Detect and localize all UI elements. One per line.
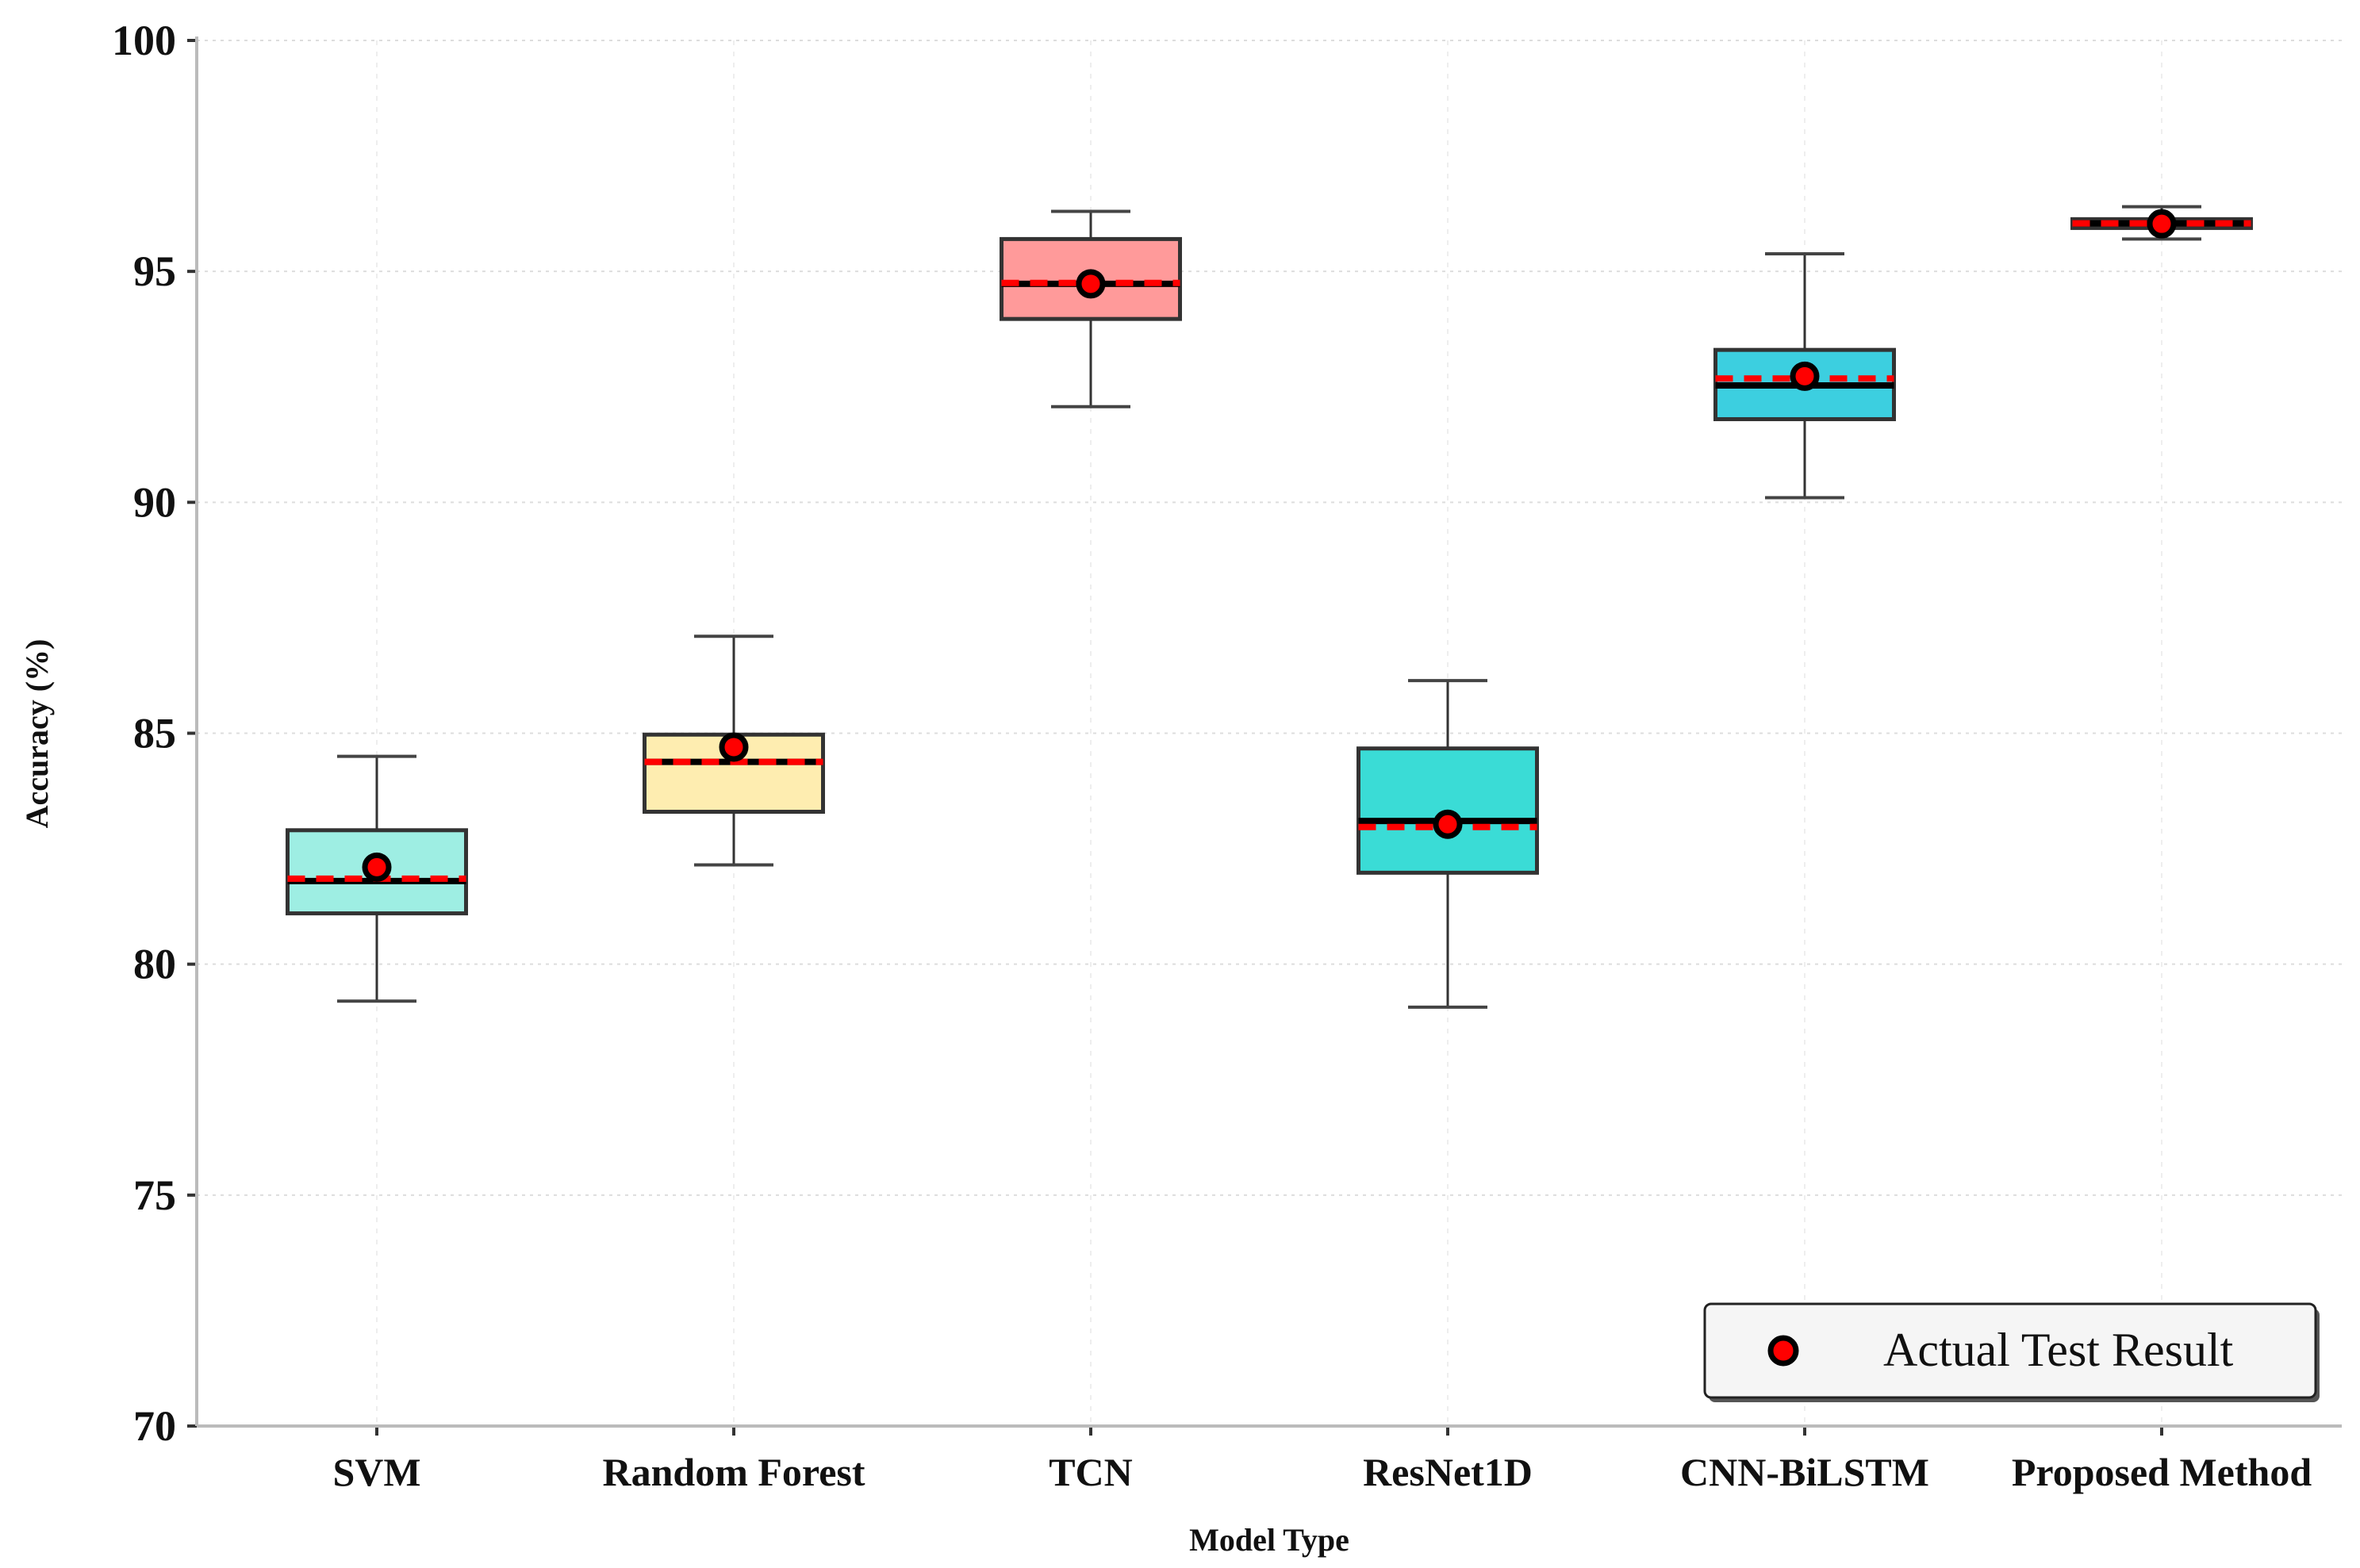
x-tick-label: ResNet1D xyxy=(1363,1450,1533,1494)
x-tick-label: Random Forest xyxy=(602,1450,865,1494)
x-axis-label: Model Type xyxy=(1189,1522,1349,1558)
box-proposed-method xyxy=(2070,205,2253,241)
box-random-forest xyxy=(643,634,825,867)
y-tick-label: 90 xyxy=(133,478,176,526)
actual-test-result-point xyxy=(1790,361,1820,391)
y-tick-label: 80 xyxy=(133,941,176,988)
x-tick-label: SVM xyxy=(332,1450,420,1494)
x-tick-label: Proposed Method xyxy=(2012,1450,2312,1494)
legend-marker xyxy=(1767,1335,1799,1367)
y-tick-label: 75 xyxy=(133,1171,176,1219)
box-cnn-bilstm xyxy=(1713,252,1896,500)
x-tick-label: TCN xyxy=(1049,1450,1133,1494)
y-tick-label: 70 xyxy=(133,1402,176,1450)
x-tick-label: CNN-BiLSTM xyxy=(1680,1450,1929,1494)
box-svm xyxy=(286,754,468,1003)
actual-test-result-point xyxy=(1076,269,1106,299)
actual-test-result-point xyxy=(362,852,392,882)
actual-test-result-point xyxy=(719,732,749,762)
y-axis-label: Accuracy (%) xyxy=(19,639,55,829)
legend: Actual Test Result xyxy=(1703,1302,2320,1402)
y-tick-label: 100 xyxy=(112,17,176,64)
y-tick-label: 85 xyxy=(133,710,176,757)
legend-label: Actual Test Result xyxy=(1883,1324,2234,1376)
box-resnet1d xyxy=(1357,679,1539,1009)
y-tick-label: 95 xyxy=(133,247,176,295)
actual-test-result-point xyxy=(1433,809,1463,839)
actual-test-result-point xyxy=(2147,209,2177,239)
box-tcn xyxy=(1000,209,1182,408)
